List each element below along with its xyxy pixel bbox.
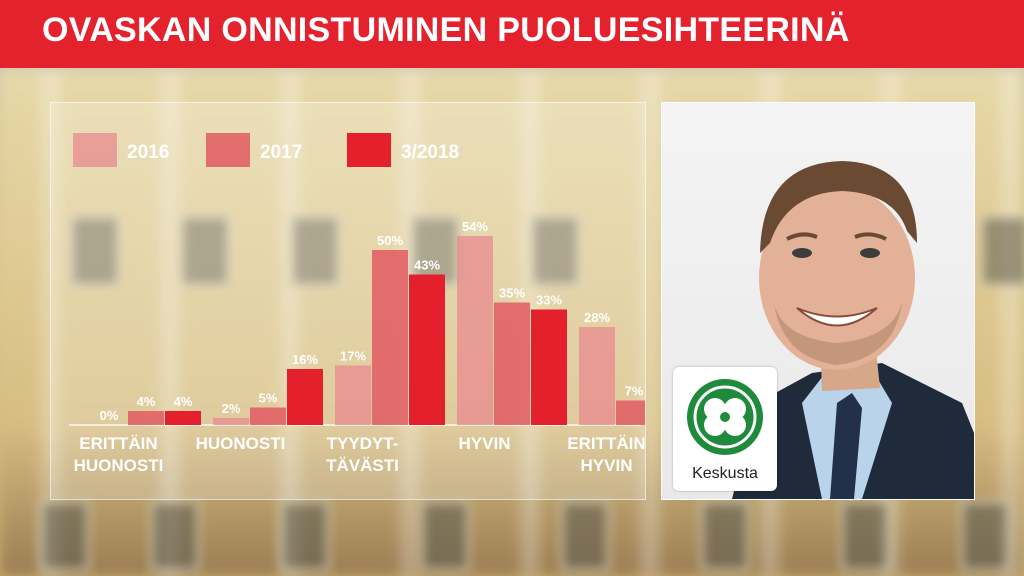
legend-swatch	[206, 133, 250, 167]
legend-label: 3/2018	[401, 142, 459, 163]
bar	[579, 327, 615, 425]
legend-swatch	[73, 133, 117, 167]
page-title: OVASKAN ONNISTUMINEN PUOLUESIHTEERINÄ	[42, 11, 850, 49]
data-label: 50%	[377, 233, 403, 248]
category-label: ERITTÄIN	[567, 434, 645, 453]
data-label: 2%	[222, 401, 241, 416]
bar	[531, 309, 567, 425]
chart-panel: 2016 2017 3/2018 0% 4% 4% ERITTÄIN HUONOSTI 2% 5%…	[50, 102, 646, 500]
data-label: 4%	[174, 394, 193, 409]
data-label: 35%	[499, 286, 525, 301]
data-label: 5%	[259, 391, 278, 406]
background-windows-row	[0, 215, 1024, 287]
legend-swatch	[347, 133, 391, 167]
bar-chart: 2016 2017 3/2018 0% 4% 4% ERITTÄIN HUONOSTI 2% 5%…	[69, 133, 645, 475]
data-label: 43%	[414, 258, 440, 273]
bar	[457, 236, 493, 425]
bar	[128, 411, 164, 425]
data-label: 7%	[625, 384, 644, 399]
data-label: 28%	[584, 310, 610, 325]
legend-label: 2017	[260, 142, 302, 163]
category-label: HYVIN	[581, 456, 633, 475]
data-label: 17%	[340, 349, 366, 364]
category-label: ERITTÄIN	[79, 434, 157, 453]
bar	[165, 411, 201, 425]
portrait-photo	[732, 161, 974, 499]
category-label: TÄVÄSTI	[326, 456, 399, 475]
background-windows-row-lower	[0, 500, 1024, 572]
bar	[287, 369, 323, 425]
legend-label: 2016	[127, 142, 169, 163]
logo-label: Keskusta	[692, 465, 758, 482]
data-label: 4%	[137, 394, 156, 409]
bar	[250, 407, 286, 425]
category-label: HUONOSTI	[196, 434, 286, 453]
data-label: 16%	[292, 352, 318, 367]
category-label: TYYDYT-	[327, 434, 399, 453]
four-leaf-clover-icon	[687, 379, 763, 455]
title-bar: OVASKAN ONNISTUMINEN PUOLUESIHTEERINÄ	[0, 0, 1024, 68]
data-label: 33%	[536, 293, 562, 308]
photo-panel: Keskusta	[661, 102, 975, 500]
bar	[409, 274, 445, 425]
keskusta-logo: Keskusta	[673, 367, 777, 491]
data-label: 0%	[100, 408, 119, 423]
bar	[616, 400, 645, 425]
bar	[335, 365, 371, 425]
bar	[372, 250, 408, 425]
bar	[494, 302, 530, 425]
category-label: HUONOSTI	[74, 456, 164, 475]
category-label: HYVIN	[459, 434, 511, 453]
data-label: 54%	[462, 219, 488, 234]
bar	[213, 418, 249, 425]
